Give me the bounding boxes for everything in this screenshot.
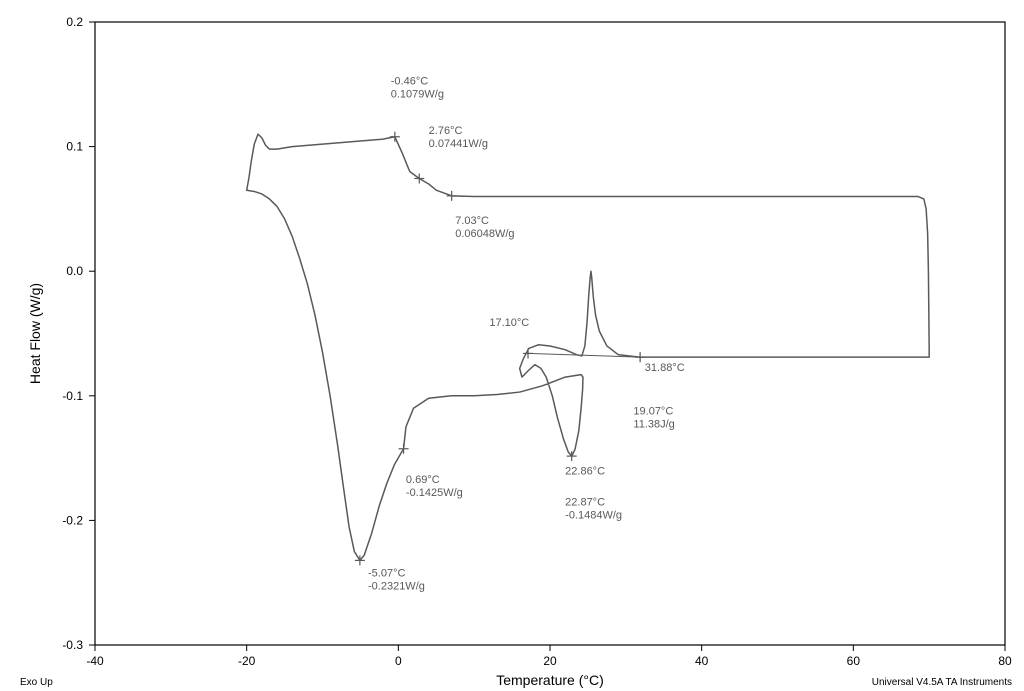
- annotation-label: 7.03°C: [455, 215, 489, 227]
- y-tick-label: 0.1: [66, 140, 83, 154]
- annotation-label: 0.1079W/g: [391, 88, 444, 100]
- x-axis-label: Temperature (°C): [496, 672, 604, 688]
- y-tick-label: -0.2: [62, 513, 83, 527]
- annotation-label: 11.38J/g: [633, 418, 674, 430]
- annotation-label: 31.88°C: [645, 362, 685, 374]
- footer-left: Exo Up: [20, 677, 53, 688]
- y-axis-label: Heat Flow (W/g): [27, 283, 43, 384]
- dsc-thermogram-chart: -40 -20 0 20 40 60 80 -0.3 -0.2 -0.1 0.0 0.1 0.2 Temp…: [0, 0, 1024, 691]
- annotation-label: 2.76°C: [429, 125, 463, 137]
- annotation-label: 22.87°C: [565, 496, 605, 508]
- x-tick-label: 40: [695, 654, 709, 668]
- annotation-label: 19.07°C: [633, 405, 673, 417]
- annotation-label: -0.2321W/g: [368, 580, 425, 592]
- y-tick-label: 0.0: [66, 264, 83, 278]
- y-tick-label: 0.2: [66, 15, 83, 29]
- annotation-label: -0.46°C: [391, 75, 428, 87]
- annotation-label: 0.69°C: [406, 474, 440, 486]
- x-tick-label: 0: [395, 654, 402, 668]
- annotation-label: 17.10°C: [489, 317, 529, 329]
- x-tick-label: 80: [998, 654, 1012, 668]
- x-tick-label: 60: [847, 654, 861, 668]
- annotation-label: -5.07°C: [368, 567, 405, 579]
- annotation-label: -0.1484W/g: [565, 509, 622, 521]
- x-tick-label: -40: [86, 654, 104, 668]
- footer-right: Universal V4.5A TA Instruments: [872, 677, 1012, 688]
- y-tick-label: -0.3: [62, 638, 83, 652]
- annotation-label: 22.86°C: [565, 465, 605, 477]
- x-tick-label: 20: [543, 654, 557, 668]
- x-tick-label: -20: [238, 654, 256, 668]
- annotation-label: 0.06048W/g: [455, 228, 514, 240]
- annotation-label: -0.1425W/g: [406, 487, 463, 499]
- y-tick-label: -0.1: [62, 389, 83, 403]
- annotation-label: 0.07441W/g: [429, 138, 488, 150]
